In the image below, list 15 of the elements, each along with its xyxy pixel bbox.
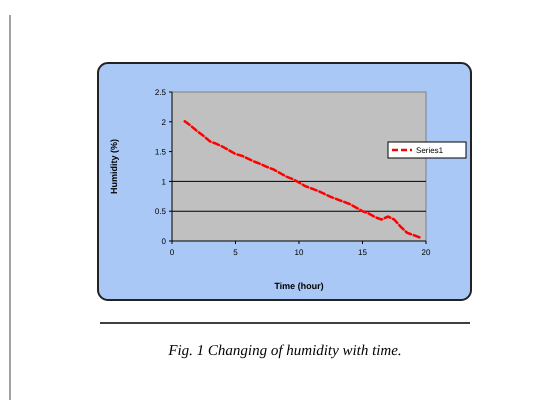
y-axis-title: Humidity (%): [109, 139, 119, 194]
x-tick-label: 10: [294, 248, 304, 257]
y-tick-label: 0: [162, 237, 167, 246]
y-tick-label: 2.5: [154, 88, 167, 97]
legend-label: Series1: [416, 146, 444, 155]
y-tick-label: 1.5: [154, 148, 167, 157]
x-tick-label: 5: [233, 248, 238, 257]
y-tick-label: 1: [162, 177, 167, 186]
x-tick-label: 0: [170, 248, 175, 257]
x-axis-title: Time (hour): [274, 281, 324, 291]
y-tick-label: 0.5: [154, 207, 167, 216]
x-tick-label: 20: [422, 248, 431, 257]
caption: Fig. 1 Changing of humidity with time.: [167, 343, 402, 359]
y-tick-label: 2: [162, 118, 167, 127]
x-tick-label: 15: [358, 248, 368, 257]
